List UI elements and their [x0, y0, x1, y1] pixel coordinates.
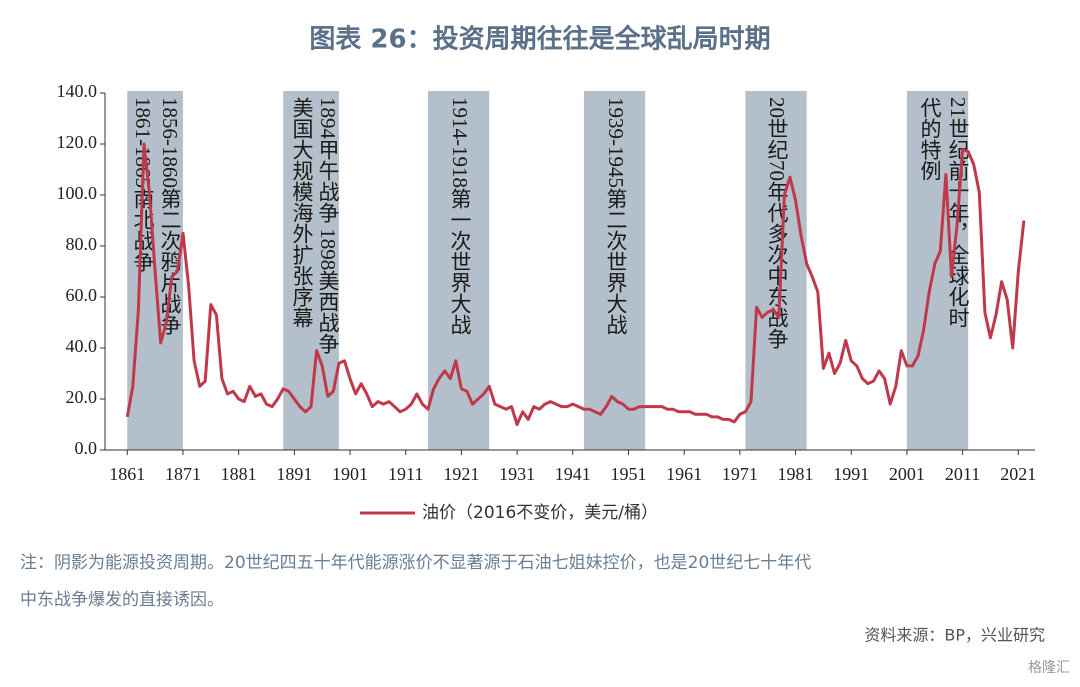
legend-label: 油价（2016不变价，美元/桶） — [422, 503, 658, 523]
x-tick-label: 1941 — [555, 464, 591, 484]
x-tick-label: 1891 — [276, 464, 312, 484]
x-tick-label: 1911 — [388, 464, 423, 484]
y-tick-label: 60.0 — [66, 285, 98, 305]
x-tick-label: 1881 — [221, 464, 257, 484]
note-line: 中东战争爆发的直接诱因。 — [20, 590, 224, 610]
x-tick-label: 2001 — [889, 464, 925, 484]
x-tick-label: 1901 — [332, 464, 368, 484]
y-tick-label: 120.0 — [57, 132, 98, 152]
x-tick-label: 1871 — [165, 464, 201, 484]
y-tick-label: 100.0 — [57, 183, 98, 203]
x-tick-label: 1931 — [499, 464, 535, 484]
series-line — [125, 142, 1026, 426]
x-tick-label: 1861 — [109, 464, 145, 484]
shaded-period — [427, 91, 490, 450]
x-tick-label: 2021 — [1000, 464, 1036, 484]
chart-title: 图表 26：投资周期往往是全球乱局时期 — [309, 24, 770, 55]
period-annotation: 1914-1918第一次世界大战 — [448, 97, 472, 335]
period-annotation: 代的特例 — [918, 97, 942, 181]
x-tick-label: 1921 — [443, 464, 479, 484]
source: 资料来源：BP，兴业研究 — [864, 626, 1045, 645]
watermark: 格隆汇 — [1028, 660, 1070, 676]
y-tick-label: 40.0 — [66, 336, 98, 356]
period-annotation: 20世纪70年代多次中东战争 — [765, 97, 789, 349]
note-line: 注：阴影为能源投资周期。20世纪四五十年代能源涨价不显著源于石油七姐妹控价，也是… — [20, 553, 811, 573]
y-tick-label: 0.0 — [75, 438, 98, 458]
x-tick-label: 2011 — [945, 464, 980, 484]
shaded-period — [583, 91, 646, 450]
x-tick-label: 1981 — [778, 464, 814, 484]
shaded-period — [906, 91, 969, 450]
period-annotation: 1939-1945第二次世界大战 — [604, 97, 628, 335]
x-tick-label: 1951 — [610, 464, 646, 484]
y-tick-label: 80.0 — [66, 234, 98, 254]
period-annotation: 1894甲午战争 1898美西战争 — [316, 97, 340, 355]
shaded-period — [745, 91, 807, 450]
shaded-period — [283, 91, 339, 450]
x-tick-label: 1961 — [666, 464, 702, 484]
x-tick-label: 1971 — [722, 464, 758, 484]
y-tick-label: 20.0 — [66, 387, 98, 407]
x-tick-label: 1991 — [833, 464, 869, 484]
y-tick-label: 140.0 — [57, 81, 98, 101]
period-annotation: 美国大规模海外扩张序幕 — [290, 97, 314, 328]
